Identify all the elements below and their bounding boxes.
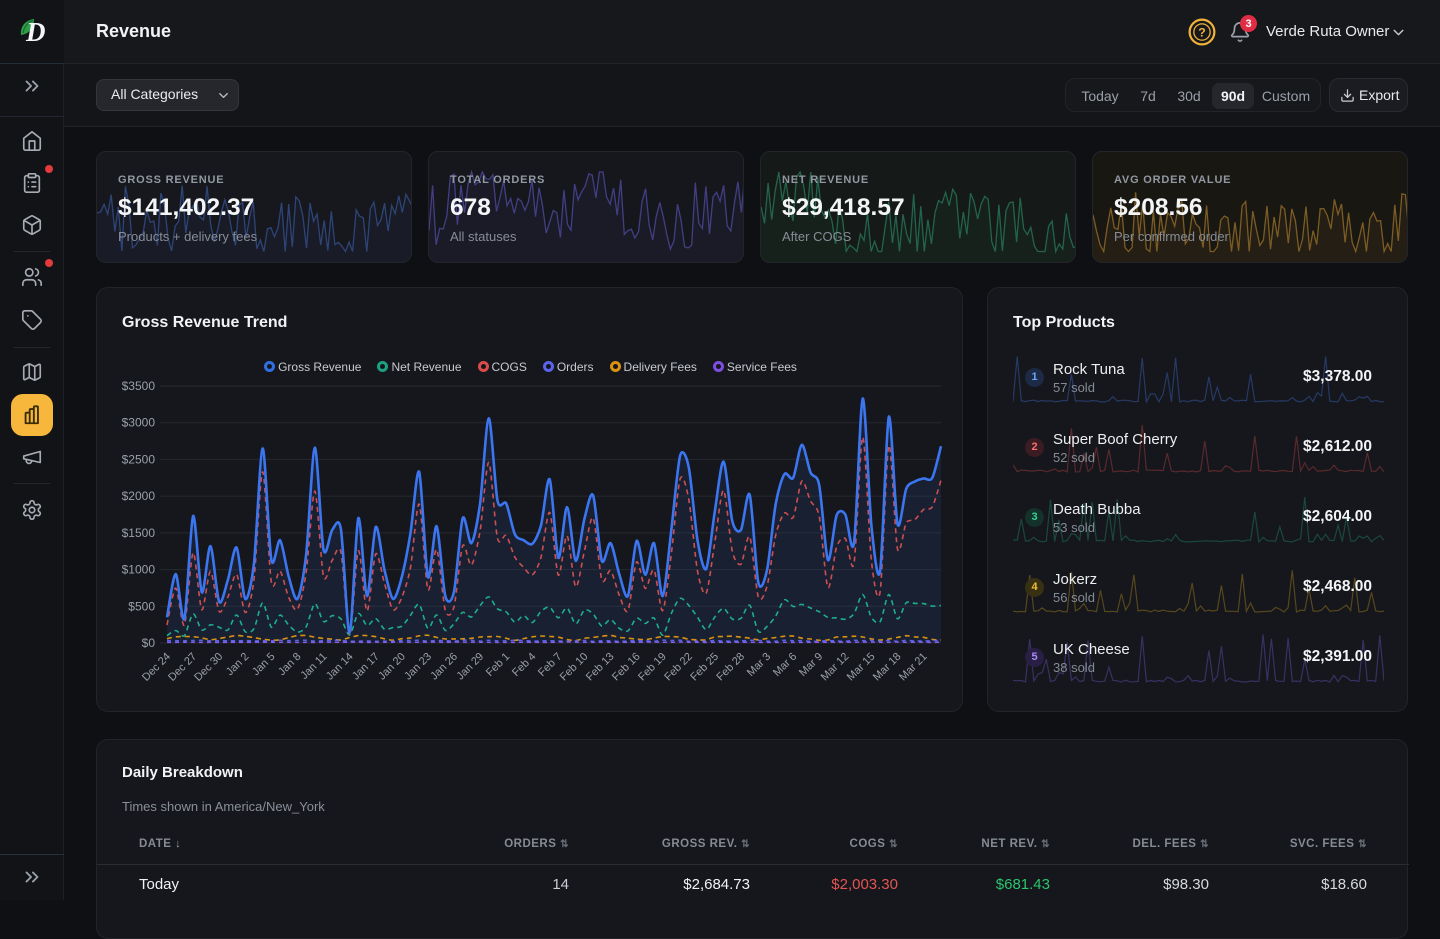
svg-text:Feb 10: Feb 10 xyxy=(558,651,591,684)
svg-text:$0: $0 xyxy=(142,636,156,650)
svg-text:Mar 12: Mar 12 xyxy=(819,651,852,684)
svg-text:Dec 24: Dec 24 xyxy=(140,651,173,684)
svg-text:Feb 4: Feb 4 xyxy=(510,651,538,679)
svg-text:$2000: $2000 xyxy=(122,489,156,503)
svg-text:Feb 25: Feb 25 xyxy=(688,651,721,684)
svg-text:Feb 28: Feb 28 xyxy=(714,651,747,684)
svg-text:$2500: $2500 xyxy=(122,452,156,466)
svg-text:$1500: $1500 xyxy=(122,526,156,540)
svg-text:Jan 2: Jan 2 xyxy=(224,651,252,679)
svg-text:Jan 26: Jan 26 xyxy=(428,651,460,683)
svg-text:Dec 27: Dec 27 xyxy=(166,651,199,684)
svg-text:Jan 11: Jan 11 xyxy=(298,651,329,682)
svg-text:Feb 13: Feb 13 xyxy=(584,651,617,684)
svg-text:Mar 15: Mar 15 xyxy=(845,651,878,684)
svg-text:Jan 17: Jan 17 xyxy=(350,651,382,683)
svg-text:Mar 3: Mar 3 xyxy=(745,651,773,679)
svg-text:Jan 5: Jan 5 xyxy=(250,651,278,679)
svg-text:Feb 16: Feb 16 xyxy=(610,651,643,684)
svg-text:Feb 1: Feb 1 xyxy=(484,651,512,679)
svg-text:Mar 21: Mar 21 xyxy=(897,651,930,684)
svg-text:$3500: $3500 xyxy=(122,379,156,393)
svg-text:Feb 19: Feb 19 xyxy=(636,651,669,684)
svg-text:$1000: $1000 xyxy=(122,563,156,577)
svg-text:Dec 30: Dec 30 xyxy=(192,651,225,684)
svg-text:?: ? xyxy=(1198,26,1205,40)
svg-text:Jan 14: Jan 14 xyxy=(324,651,356,683)
svg-text:$3000: $3000 xyxy=(122,416,156,430)
svg-text:Jan 20: Jan 20 xyxy=(376,651,408,683)
svg-text:D: D xyxy=(25,17,46,47)
svg-text:$500: $500 xyxy=(128,599,155,613)
svg-text:Mar 18: Mar 18 xyxy=(871,651,904,684)
svg-text:Mar 6: Mar 6 xyxy=(771,651,799,679)
svg-text:Jan 23: Jan 23 xyxy=(402,651,434,683)
svg-text:Feb 22: Feb 22 xyxy=(662,651,695,684)
svg-text:Jan 29: Jan 29 xyxy=(454,651,486,683)
